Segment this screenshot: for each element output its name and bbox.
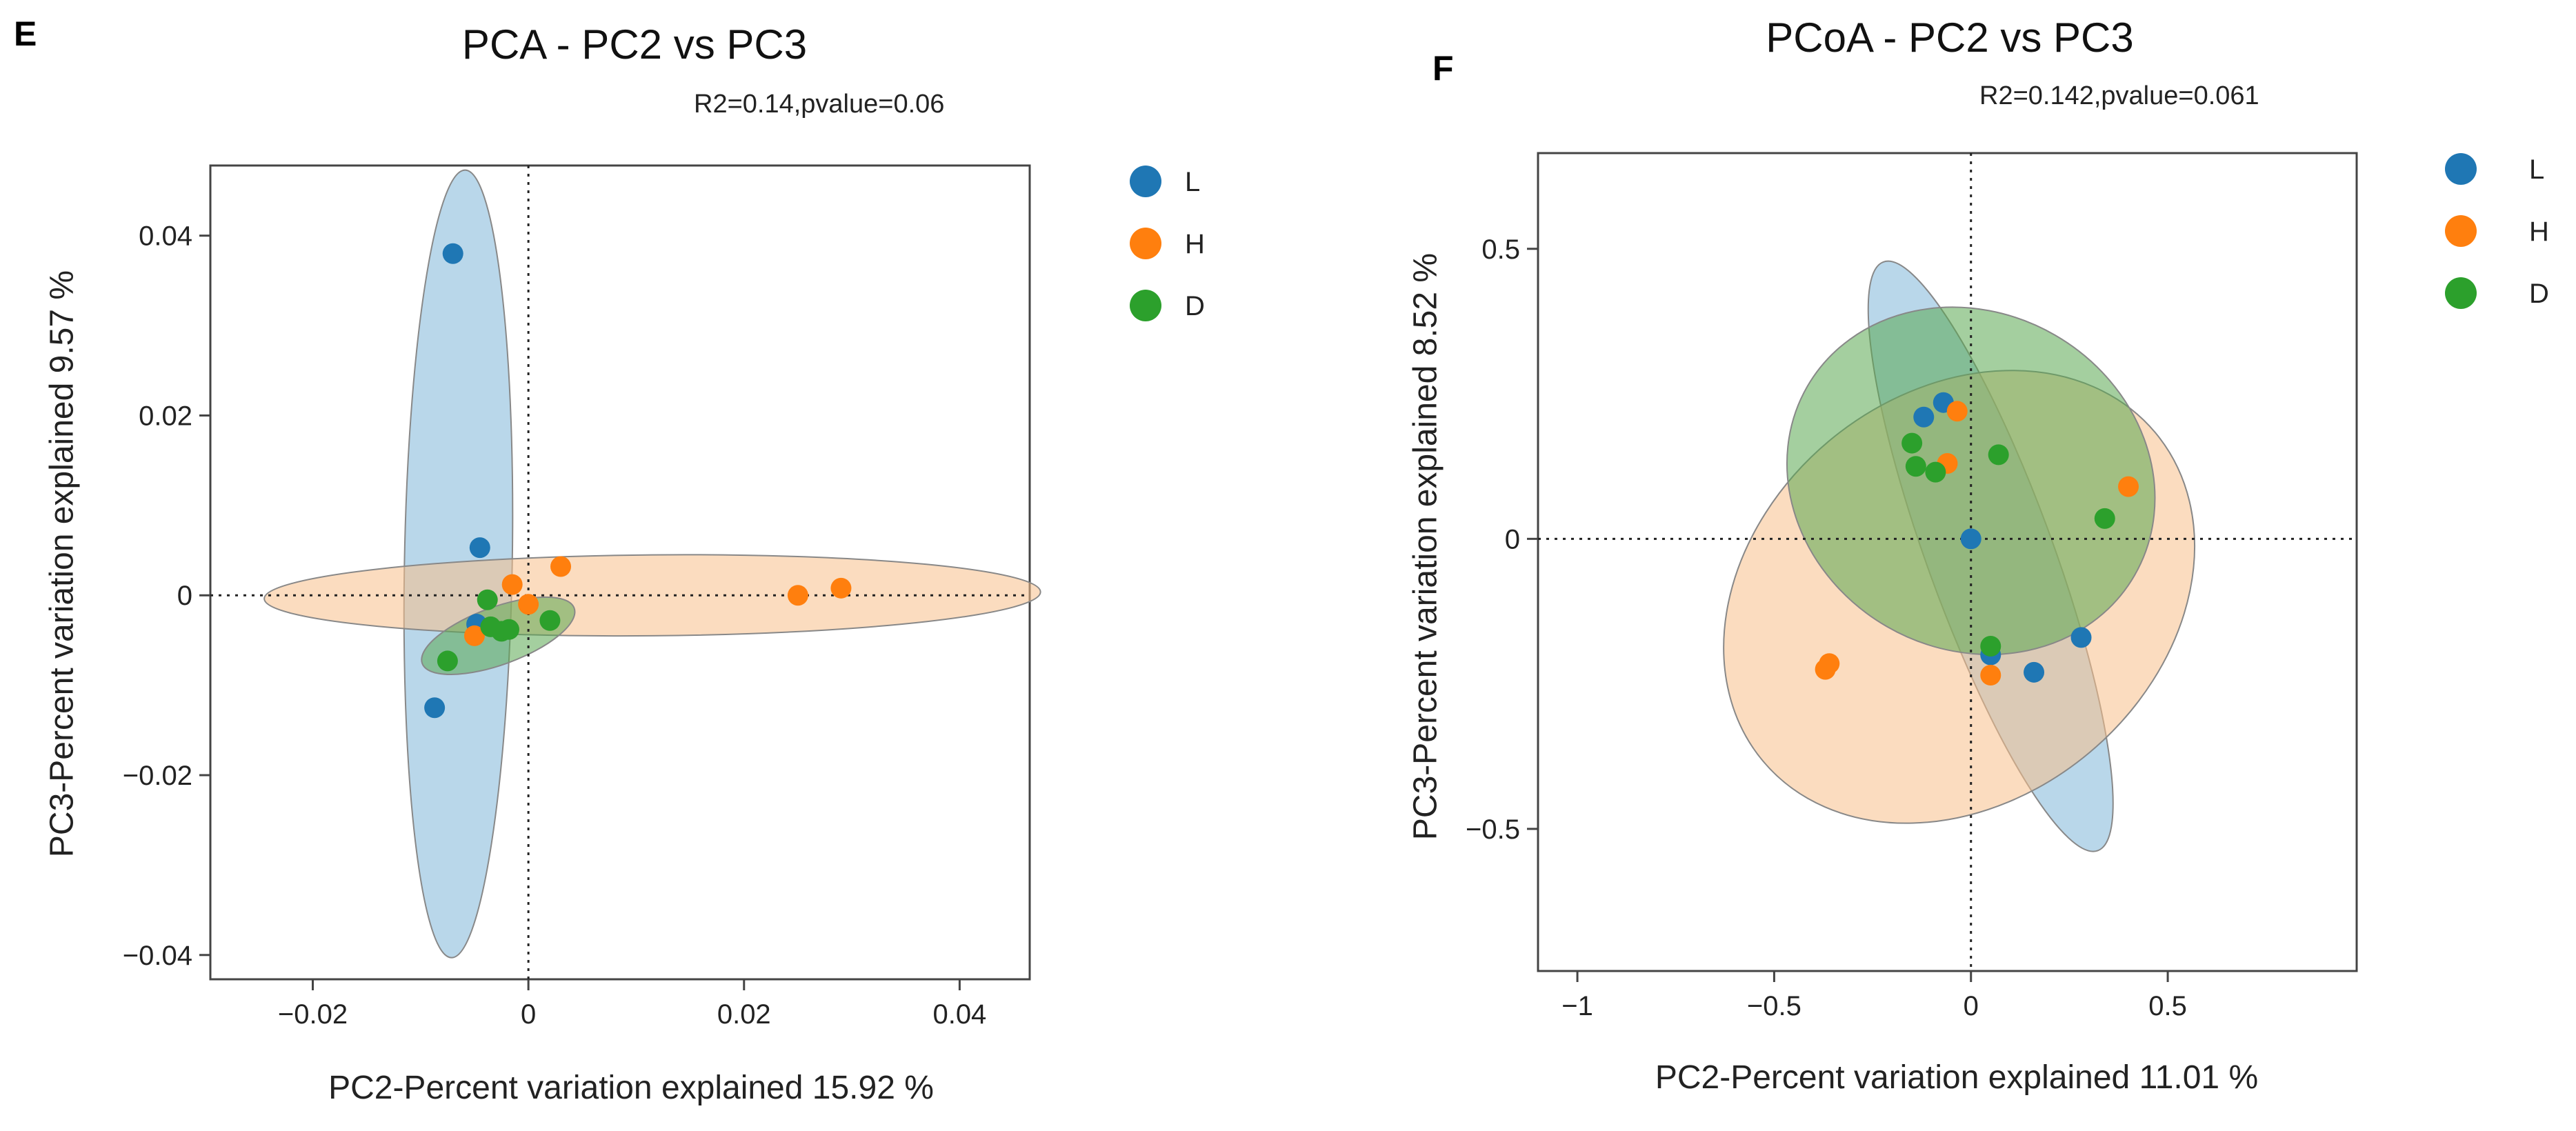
point-h (1980, 665, 2001, 686)
y-axis-label: PC3-Percent variation explained 9.57 % (43, 270, 81, 858)
point-h (518, 594, 539, 615)
y-tick-label: −0.02 (123, 761, 192, 791)
plot-area: −1 −0.5 0 0.5 −0.5 0 0.5 (1466, 152, 2358, 1021)
point-d (1988, 444, 2009, 466)
stats-label: R2=0.14,pvalue=0.06 (694, 90, 945, 119)
legend-label-d: D (1185, 291, 1205, 321)
y-tick-label: 0.02 (139, 401, 192, 431)
point-l (1960, 528, 1981, 550)
point-d (2094, 508, 2115, 529)
panel-letter: E (14, 14, 37, 53)
point-h (2118, 476, 2139, 497)
x-tick-label: −1 (1561, 991, 1593, 1021)
y-tick-label: 0.5 (1481, 234, 1520, 265)
point-h (1819, 653, 1840, 674)
point-d (477, 589, 498, 610)
point-h (463, 625, 485, 646)
point-d (539, 610, 561, 631)
legend-marker-d (2445, 277, 2477, 309)
x-axis-label: PC2-Percent variation explained 15.92 % (328, 1070, 934, 1106)
y-tick-label: 0 (177, 581, 192, 611)
x-tick-label: −0.5 (1747, 991, 1801, 1021)
point-d (1901, 432, 1923, 454)
x-tick-label: 0.5 (2148, 991, 2187, 1021)
point-l (442, 243, 463, 264)
legend-label-d: D (2529, 279, 2549, 309)
legend-marker-l (2445, 153, 2477, 185)
x-tick-label: 0.04 (932, 999, 986, 1030)
chart-title: PCA - PC2 vs PC3 (461, 21, 808, 68)
legend-marker-h (1130, 228, 1161, 259)
point-l (1913, 406, 1935, 428)
point-l (2070, 627, 2092, 648)
point-d (1905, 456, 1926, 477)
plot-frame (209, 164, 1031, 981)
y-axis-label: PC3-Percent variation explained 8.52 % (1407, 252, 1444, 841)
point-d (1925, 461, 1946, 483)
point-d (1980, 635, 2001, 657)
y-tick-label: 0 (1505, 524, 1520, 554)
point-l (2024, 661, 2045, 683)
legend-marker-l (1130, 166, 1161, 197)
legend-label-l: L (1185, 167, 1201, 197)
point-h (1946, 401, 1968, 422)
confidence-ellipse-d (1786, 306, 2156, 656)
legend-label-l: L (2529, 154, 2545, 185)
point-d (437, 650, 458, 672)
x-tick-label: −0.02 (278, 999, 348, 1030)
panel-pcoa: F PCoA - PC2 vs PC3 R2=0.142,pvalue=0.06… (1288, 0, 2576, 1131)
x-tick-label: 0 (1964, 991, 1979, 1021)
point-h (501, 574, 523, 595)
point-l (469, 537, 490, 559)
chart-title: PCoA - PC2 vs PC3 (1766, 14, 2134, 61)
plot-frame (1537, 152, 2358, 972)
y-tick-label: 0.04 (139, 221, 192, 252)
confidence-ellipse-h (263, 554, 1041, 637)
x-tick-label: 0.02 (717, 999, 771, 1030)
point-h (787, 585, 808, 606)
legend-label-h: H (2529, 217, 2549, 247)
point-l (424, 697, 446, 719)
legend-marker-h (2445, 215, 2477, 247)
point-h (830, 577, 852, 599)
y-tick-label: −0.04 (123, 941, 192, 971)
plot-area: −0.02 0 0.02 0.04 −0.04 −0.02 0 0.02 0.04 (123, 164, 1041, 1030)
legend-marker-d (1130, 290, 1161, 321)
panel-pca: E PCA - PC2 vs PC3 R2=0.14,pvalue=0.06 −… (14, 14, 1205, 1106)
panel-letter: F (1432, 49, 1454, 88)
y-tick-label: −0.5 (1466, 814, 1520, 845)
legend-label-h: H (1185, 229, 1205, 259)
x-tick-label: 0 (521, 999, 536, 1030)
x-axis-label: PC2-Percent variation explained 11.01 % (1655, 1059, 2259, 1096)
point-d (498, 619, 519, 640)
point-h (550, 556, 572, 577)
stats-label: R2=0.142,pvalue=0.061 (1979, 81, 2259, 110)
